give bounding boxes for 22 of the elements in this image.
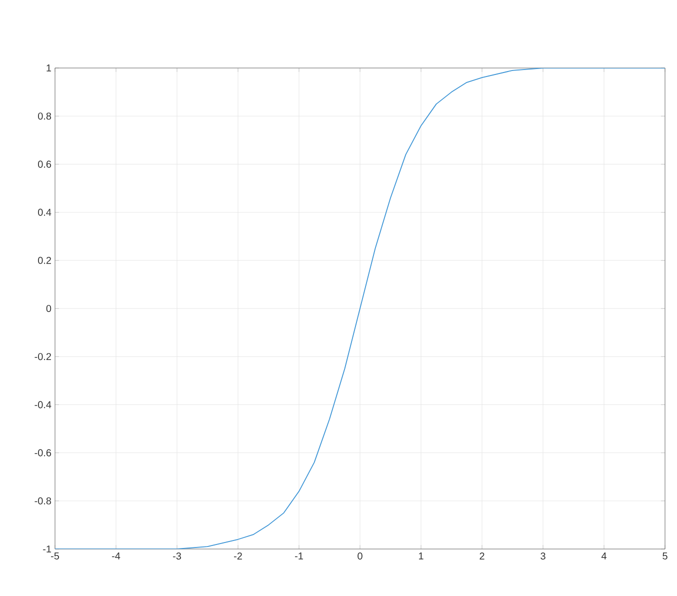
y-tick-label: 0.8 <box>38 112 52 120</box>
y-tick-label: -0.4 <box>34 401 52 408</box>
y-tick-label: 1 <box>46 64 51 72</box>
x-tick-label: -3 <box>173 552 181 560</box>
x-tick-label: 3 <box>540 552 546 560</box>
y-tick-label: -0.6 <box>34 449 52 456</box>
y-tick-label: 0 <box>46 304 52 312</box>
y-tick-label: 0.4 <box>38 208 52 216</box>
x-tick-label: -1 <box>295 552 303 560</box>
y-tick-label: 0.2 <box>38 256 51 264</box>
y-tick-label: 0.6 <box>38 160 52 168</box>
y-tick-label: -0.8 <box>34 497 52 504</box>
x-tick-label: 1 <box>419 552 424 560</box>
y-tick-label: -1 <box>43 546 51 552</box>
x-tick-label: 4 <box>601 552 606 560</box>
x-tick-label: 5 <box>662 552 668 560</box>
x-tick-label: -4 <box>112 552 120 560</box>
x-tick-label: 2 <box>480 552 484 560</box>
x-tick-label: -2 <box>234 552 242 560</box>
x-tick-label: -5 <box>51 552 60 560</box>
x-tick-label: 0 <box>358 552 362 560</box>
y-tick-label: -0.2 <box>34 353 51 360</box>
